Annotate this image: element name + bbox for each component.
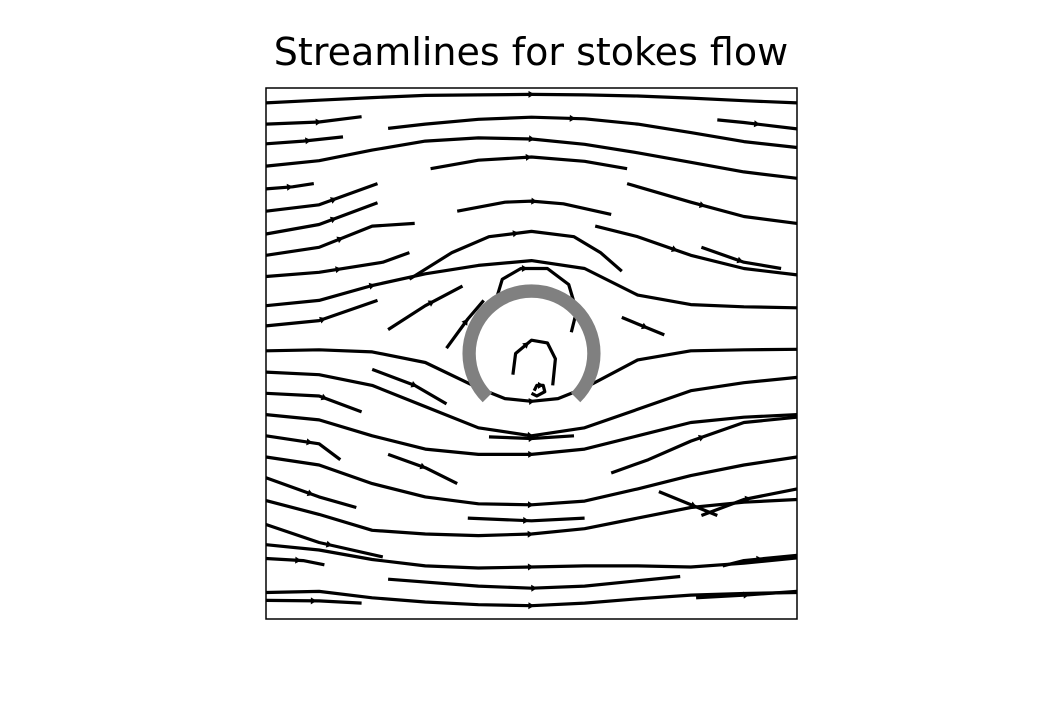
streamline-40 [722,553,798,568]
streamline-arrow-39 [527,563,534,571]
streamline-26 [265,391,363,414]
streamline-arrow-47 [538,381,544,389]
streamline-8 [265,182,379,213]
streamline-arrow-2 [569,114,576,122]
streamline-47 [530,383,547,398]
streamline-arrow-34 [523,516,530,524]
streamline-15 [265,251,410,279]
streamline-34 [467,516,585,523]
streamline-arrow-13 [671,245,678,252]
streamline-arrow-12 [336,236,344,244]
streamline-38 [265,556,325,567]
streamline-arrow-41 [531,584,538,592]
streamline-20 [387,284,464,331]
streamline-arrow-21 [461,318,468,326]
streamline-46 [511,338,558,386]
streamline-arrow-1 [315,118,322,126]
streamline-arrow-42 [528,602,535,610]
streamline-16 [700,245,782,271]
streamline-arrow-36 [527,530,534,538]
streamline-arrow-43 [310,597,317,605]
streamline-arrow-8 [330,197,337,204]
streamline-29 [387,452,458,486]
plot-frame [265,87,798,620]
streamline-arrow-16 [736,256,744,264]
streamline-37 [265,522,384,559]
streamline-31 [265,455,798,507]
streamline-arrow-33 [306,489,314,497]
streamline-arrow-10 [329,216,337,224]
obstacle-arc [462,284,601,403]
streamline-18 [265,298,379,328]
streamline-arrow-20 [427,300,435,307]
streamline-arrow-11 [531,197,538,205]
streamline-17 [265,259,798,310]
streamline-43 [265,598,362,605]
streamline-arrow-6 [525,153,532,161]
streamline-arrow-23 [410,381,418,388]
streamline-arrow-14 [512,230,519,238]
streamline-arrow-38 [295,556,302,564]
streamline-arrow-46 [522,342,530,349]
streamline-arrow-40 [756,555,763,563]
streamline-arrow-44 [743,591,750,599]
streamline-1 [265,115,362,126]
obstacle-group [462,284,601,403]
streamline-arrow-15 [335,266,342,274]
streamline-9 [626,182,798,225]
streamline-30 [610,415,798,475]
streamline-4 [265,135,344,146]
streamline-arrow-5 [528,135,535,143]
streamline-13 [594,224,798,277]
streamline-arrow-22 [528,398,535,405]
streamline-arrow-0 [528,90,535,98]
streamline-arrow-18 [319,316,326,324]
streamlines-group [265,90,798,610]
streamline-35 [700,487,798,517]
streamline-33 [265,476,357,510]
streamline-2 [387,115,798,150]
streamline-3 [717,118,798,131]
streamline-12 [265,221,415,257]
streamline-14 [408,229,623,281]
streamline-arrow-45 [521,265,528,272]
streamline-arrow-17 [368,282,376,290]
streamline-arrow-9 [698,201,706,208]
streamline-arrow-25 [528,435,535,443]
streamline-arrow-4 [305,137,312,145]
streamline-arrow-7 [286,183,293,191]
streamline-28 [265,434,342,461]
streamline-arrow-29 [419,462,427,470]
streamline-arrow-30 [698,434,705,442]
streamline-arrow-26 [320,393,328,401]
streamline-arrow-3 [753,120,761,128]
streamline-arrow-27 [528,450,535,458]
streamline-arrow-19 [641,322,648,330]
streamline-10 [265,201,379,236]
streamline-arrow-37 [325,540,333,548]
chart-title: Streamlines for stokes flow [273,30,789,74]
streamline-arrow-28 [306,438,313,446]
streamline-arrow-31 [527,501,534,509]
